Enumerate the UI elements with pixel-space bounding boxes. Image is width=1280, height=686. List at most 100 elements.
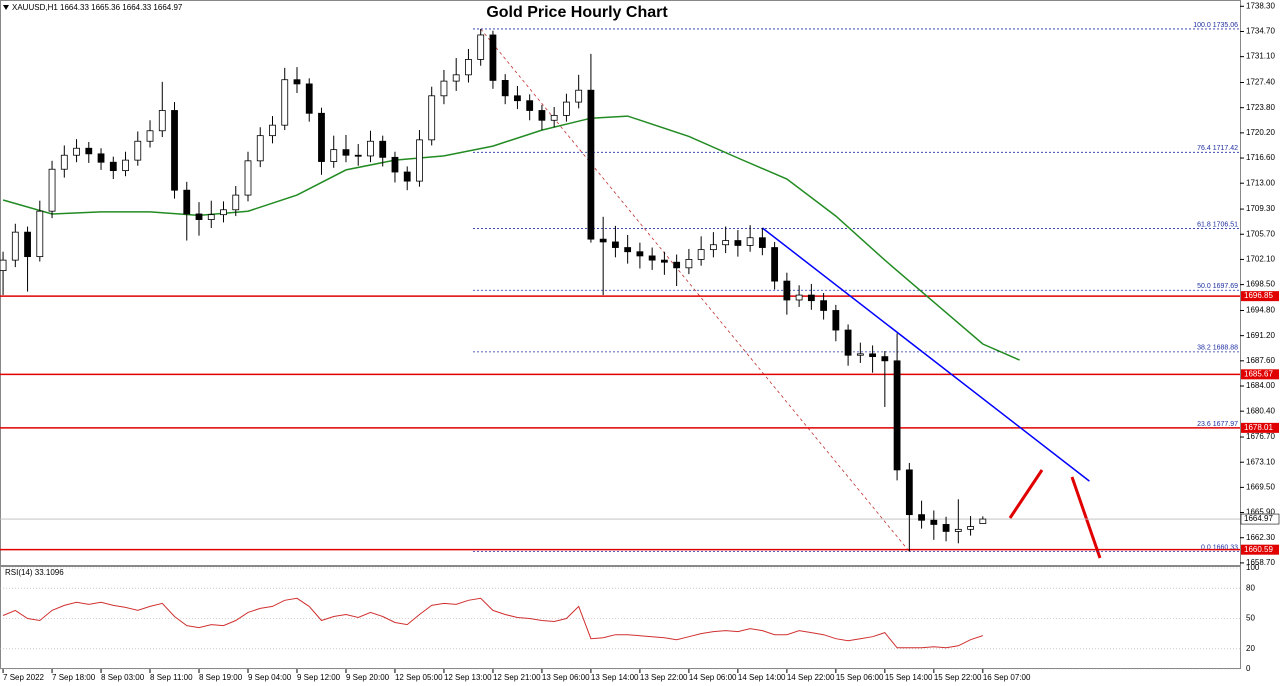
x-tick-label: 16 Sep 07:00 <box>983 673 1031 682</box>
candle-body <box>489 34 497 81</box>
candle-body <box>416 139 423 182</box>
candle-body <box>183 189 191 215</box>
x-tick-label: 14 Sep 22:00 <box>787 673 835 682</box>
x-tick-label: 9 Sep 04:00 <box>248 673 292 682</box>
up-arrow <box>1008 469 1044 519</box>
candle-body <box>514 95 521 102</box>
moving-average <box>2 115 1020 361</box>
x-tick-label: 15 Sep 14:00 <box>885 673 933 682</box>
rsi-title: RSI(14) 33.1096 <box>5 568 64 577</box>
fib-label: 50.0 1697.69 <box>1197 283 1238 290</box>
candle-body <box>807 294 815 302</box>
candle-body <box>122 159 129 172</box>
candle-body <box>612 241 619 248</box>
rsi-tick-label: 80 <box>1246 583 1255 592</box>
y-tick-label: 1684.00 <box>1246 381 1275 390</box>
level-label: 1696.85 <box>1244 291 1273 300</box>
level-tag <box>1241 544 1279 555</box>
x-tick-label: 14 Sep 14:00 <box>738 673 786 682</box>
x-tick-label: 14 Sep 06:00 <box>689 673 737 682</box>
candle-body <box>979 518 987 524</box>
rsi-line <box>2 597 983 649</box>
symbol-marker <box>3 5 9 10</box>
x-tick-label: 12 Sep 21:00 <box>493 673 541 682</box>
x-tick-label: 12 Sep 05:00 <box>395 673 443 682</box>
candle-body <box>256 135 264 162</box>
candle-body <box>452 74 460 82</box>
y-tick-label: 1734.70 <box>1246 27 1275 36</box>
candle-body <box>269 124 276 137</box>
x-tick-label: 8 Sep 19:00 <box>199 673 243 682</box>
level-label: 1678.01 <box>1244 423 1273 432</box>
candle-body <box>954 528 962 532</box>
candle-body <box>342 149 350 156</box>
candle-body <box>685 259 693 269</box>
candle-body <box>967 526 974 530</box>
candle-body <box>942 524 950 532</box>
candle-body <box>587 89 595 240</box>
fib-label: 100.0 1735.06 <box>1193 22 1238 29</box>
candle-body <box>85 147 93 155</box>
rsi-tick-label: 100 <box>1246 563 1260 572</box>
y-tick-label: 1716.60 <box>1246 153 1275 162</box>
last-price-tag <box>1240 513 1280 525</box>
y-tick-label: 1669.50 <box>1246 482 1275 491</box>
down-arrow <box>1070 476 1102 559</box>
candle-body <box>73 147 80 156</box>
candle-body <box>709 244 717 251</box>
x-tick-label: 8 Sep 03:00 <box>101 673 145 682</box>
level-tag <box>1241 291 1279 302</box>
y-tick-label: 1738.30 <box>1246 1 1275 10</box>
candle-body <box>330 149 338 162</box>
y-tick-label: 1723.80 <box>1246 103 1275 112</box>
candle-body <box>220 209 227 216</box>
x-tick-label: 13 Sep 22:00 <box>640 673 688 682</box>
candle-body <box>795 294 803 301</box>
y-tick-label: 1665.90 <box>1246 508 1275 517</box>
y-tick-label: 1713.00 <box>1246 178 1275 187</box>
candle-body <box>146 130 154 142</box>
fib-diagonal <box>480 28 910 552</box>
y-tick-label: 1673.10 <box>1246 457 1275 466</box>
candle-body <box>820 300 828 311</box>
candle-body <box>403 171 411 182</box>
candle-body <box>783 280 791 301</box>
chart-title: Gold Price Hourly Chart <box>486 4 668 21</box>
x-tick-label: 12 Sep 13:00 <box>444 673 492 682</box>
x-tick-label: 15 Sep 22:00 <box>934 673 982 682</box>
candle-body <box>171 110 178 191</box>
candle-body <box>575 89 583 103</box>
y-tick-label: 1694.80 <box>1246 306 1275 315</box>
level-tag <box>1241 422 1279 433</box>
candle-body <box>60 154 68 170</box>
candle-body <box>24 231 31 258</box>
y-tick-label: 1687.60 <box>1246 356 1275 365</box>
candle-body <box>134 140 142 161</box>
y-tick-label: 1676.70 <box>1246 432 1275 441</box>
candle-body <box>281 79 289 126</box>
rsi-tick-label: 20 <box>1246 644 1255 653</box>
level-label: 1685.67 <box>1244 369 1273 378</box>
y-tick-label: 1702.10 <box>1246 255 1275 264</box>
candle-body <box>734 240 742 246</box>
candle-body <box>207 214 215 220</box>
candle-body <box>195 213 203 220</box>
y-tick-label: 1680.40 <box>1246 406 1275 415</box>
y-tick-label: 1658.70 <box>1246 558 1275 567</box>
y-tick-label: 1691.20 <box>1246 331 1275 340</box>
candle-body <box>722 240 730 246</box>
candle-body <box>36 210 44 258</box>
candle-body <box>11 231 19 261</box>
candle-body <box>354 154 362 157</box>
candle-body <box>440 80 448 97</box>
x-tick-label: 9 Sep 12:00 <box>297 673 341 682</box>
y-tick-label: 1731.10 <box>1246 52 1275 61</box>
candle-body <box>0 259 7 272</box>
candle-body <box>673 261 681 269</box>
fib-label: 23.6 1677.97 <box>1197 421 1238 428</box>
candle-body <box>746 237 754 246</box>
candle-body <box>893 360 901 471</box>
candle-body <box>367 140 374 157</box>
